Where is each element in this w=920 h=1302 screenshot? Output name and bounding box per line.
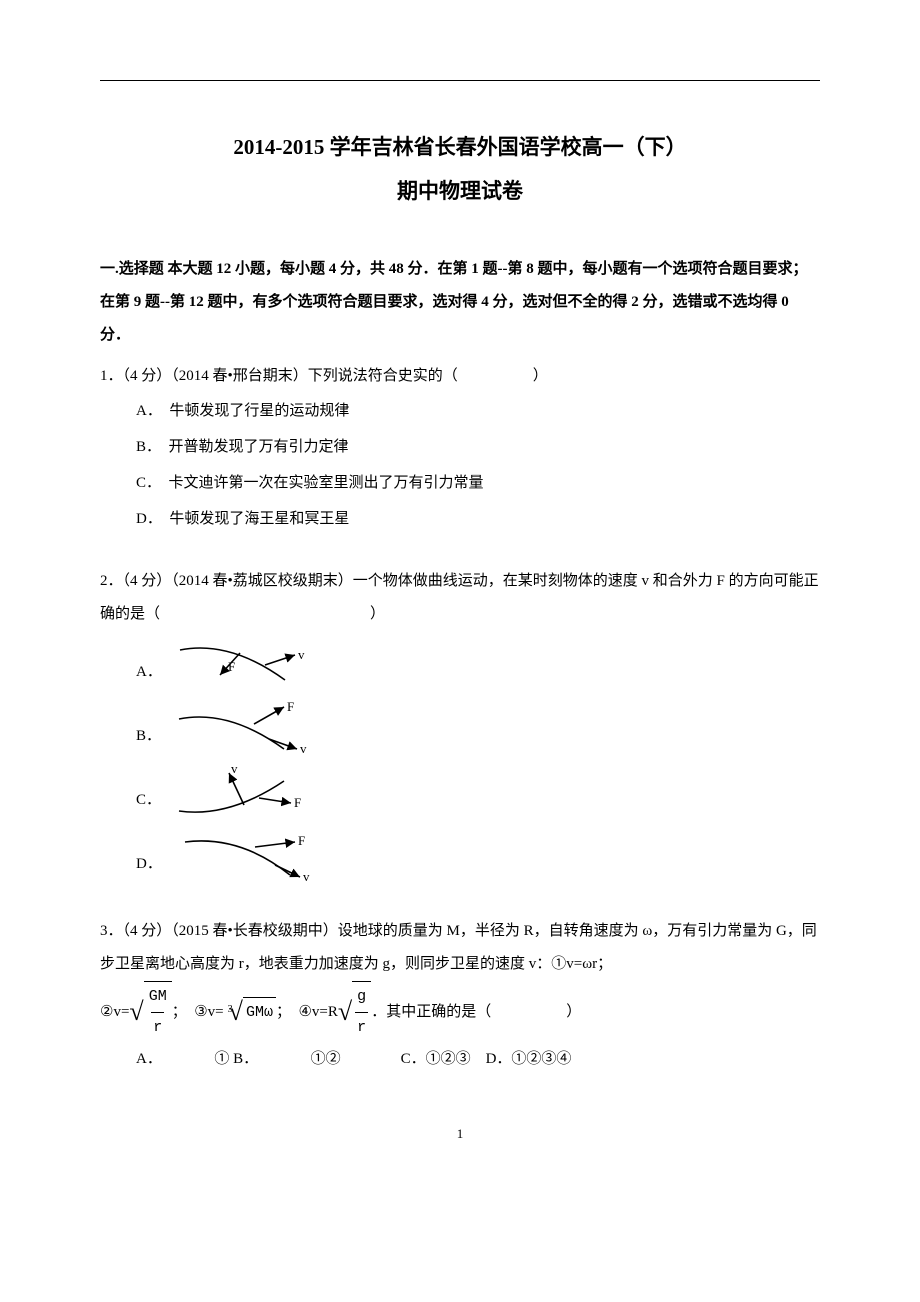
svg-text:v: v bbox=[298, 647, 305, 662]
question-3: 3．（4 分）（2015 春•长春校级期中）设地球的质量为 M，半径为 R，自转… bbox=[100, 915, 820, 1076]
q3-opts-line: A． ① B． ①② C．①②③ D．①②③④ bbox=[136, 1043, 820, 1076]
q3-formula-2: √ GM r bbox=[129, 981, 171, 1043]
q2-d-label: D． bbox=[136, 848, 162, 887]
q3-f3-rad: GMω bbox=[243, 997, 276, 1028]
q2-d-diagram: F v bbox=[170, 827, 320, 887]
svg-text:F: F bbox=[228, 659, 235, 674]
q2-option-b: B． F v bbox=[136, 699, 820, 759]
q2-options: A． F v B． F v bbox=[100, 635, 820, 887]
q3-formula-3: 3√ GMω bbox=[224, 997, 276, 1028]
top-rule bbox=[100, 80, 820, 81]
q2-b-diagram: F v bbox=[169, 699, 319, 759]
q2-option-a: A． F v bbox=[136, 635, 820, 695]
q3-f3-label: ③v= bbox=[194, 997, 223, 1027]
title-line-1: 2014-2015 学年吉林省长春外国语学校高一（下） bbox=[100, 131, 820, 161]
q3-f4-label: ④v=R bbox=[298, 997, 337, 1027]
q3-f2-label: ②v= bbox=[100, 997, 129, 1027]
q1-options: A． 牛顿发现了行星的运动规律 B． 开普勒发现了万有引力定律 C． 卡文迪许第… bbox=[100, 393, 820, 537]
svg-text:F: F bbox=[287, 699, 294, 714]
q1-stem: 1．（4 分）（2014 春•邢台期末）下列说法符合史实的（ ） bbox=[100, 360, 820, 393]
q3-formula-line: ②v= √ GM r ； ③v= 3√ GMω ； ④v=R √ bbox=[100, 981, 820, 1043]
q2-c-label: C． bbox=[136, 784, 161, 823]
q1-option-a: A． 牛顿发现了行星的运动规律 bbox=[136, 393, 820, 429]
q2-option-c: C． v F bbox=[136, 763, 820, 823]
q3-options: A． ① B． ①② C．①②③ D．①②③④ bbox=[100, 1043, 820, 1076]
svg-text:v: v bbox=[303, 869, 310, 884]
q1-option-c: C． 卡文迪许第一次在实验室里测出了万有引力常量 bbox=[136, 465, 820, 501]
q3-f2-den: r bbox=[151, 1012, 164, 1043]
q2-stem: 2．（4 分）（2014 春•荔城区校级期末）一个物体做曲线运动，在某时刻物体的… bbox=[100, 565, 820, 631]
q2-b-label: B． bbox=[136, 720, 161, 759]
q2-option-d: D． F v bbox=[136, 827, 820, 887]
svg-text:F: F bbox=[298, 833, 305, 848]
q1-option-b: B． 开普勒发现了万有引力定律 bbox=[136, 429, 820, 465]
question-1: 1．（4 分）（2014 春•邢台期末）下列说法符合史实的（ ） A． 牛顿发现… bbox=[100, 360, 820, 537]
q2-c-diagram: v F bbox=[169, 763, 319, 823]
q1-option-d: D． 牛顿发现了海王星和冥王星 bbox=[136, 501, 820, 537]
section-header: 一.选择题 本大题 12 小题，每小题 4 分，共 48 分．在第 1 题--第… bbox=[100, 253, 820, 352]
q3-stem-tail: ．其中正确的是（ ） bbox=[371, 997, 581, 1027]
q3-f2-num: GM bbox=[147, 982, 169, 1012]
title-line-2: 期中物理试卷 bbox=[100, 175, 820, 205]
q3-formula-4: √ g r bbox=[338, 981, 371, 1043]
svg-text:v: v bbox=[231, 763, 238, 776]
svg-text:v: v bbox=[300, 741, 307, 756]
q3-stem: 3．（4 分）（2015 春•长春校级期中）设地球的质量为 M，半径为 R，自转… bbox=[100, 915, 820, 981]
q2-a-diagram: F v bbox=[170, 635, 320, 695]
svg-text:F: F bbox=[294, 795, 301, 810]
q3-f4-num: g bbox=[355, 982, 368, 1012]
q3-f4-den: r bbox=[355, 1012, 368, 1043]
page-number: 1 bbox=[100, 1126, 820, 1142]
q2-a-label: A． bbox=[136, 656, 162, 695]
question-2: 2．（4 分）（2014 春•荔城区校级期末）一个物体做曲线运动，在某时刻物体的… bbox=[100, 565, 820, 887]
